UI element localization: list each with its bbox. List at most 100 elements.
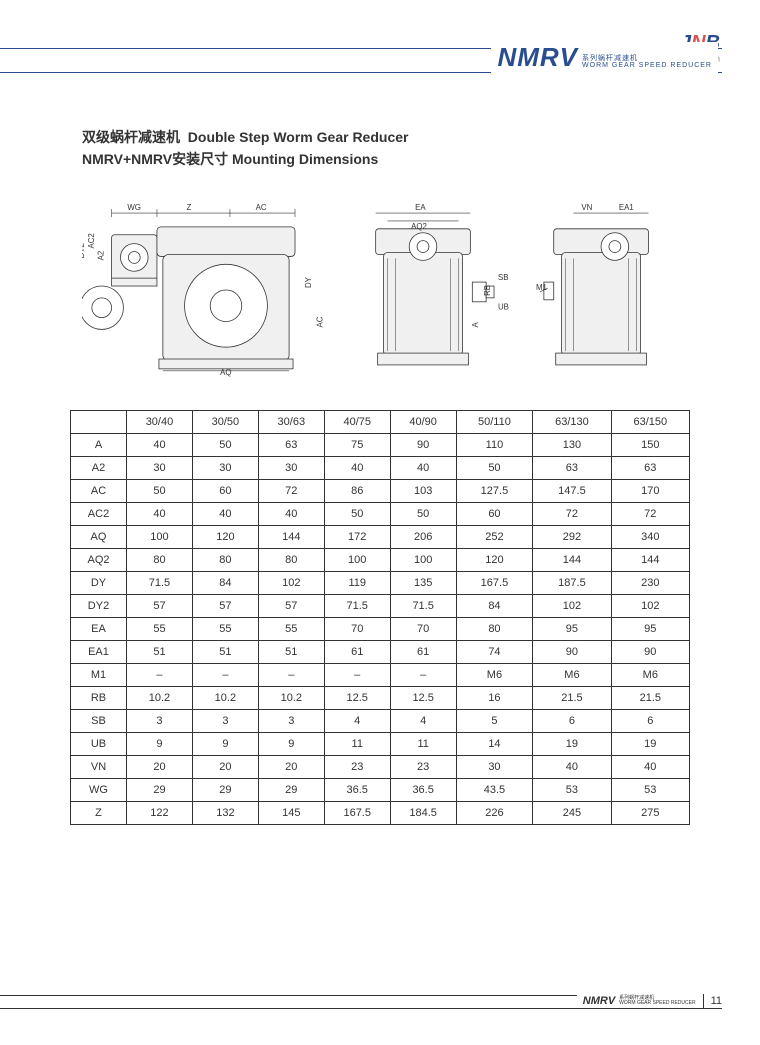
table-cell: 4 [390,710,456,733]
table-row-label: Z [71,802,127,825]
table-cell: 132 [192,802,258,825]
table-cell: – [324,664,390,687]
table-cell: 30 [258,457,324,480]
footer-series: NMRV [583,995,615,1007]
dim-rb: RB [483,285,492,296]
table-cell: – [390,664,456,687]
table-header-cell: 50/110 [456,411,533,434]
table-row-label: DY [71,572,127,595]
table-cell: 102 [611,595,689,618]
table-cell: 30 [127,457,193,480]
table-cell: 110 [456,434,533,457]
table-cell: 9 [127,733,193,756]
table-header-cell [71,411,127,434]
table-cell: 30 [456,756,533,779]
dim-dy2: DY2 [82,243,86,258]
table-header-cell: 40/75 [324,411,390,434]
table-cell: 50 [192,434,258,457]
table-cell: 14 [456,733,533,756]
table-cell: 57 [258,595,324,618]
table-row: A4050637590110130150 [71,434,690,457]
table-row: UB9991111141919 [71,733,690,756]
table-row: DY71.584102119135167.5187.5230 [71,572,690,595]
table-cell: 36.5 [324,779,390,802]
table-row-label: A [71,434,127,457]
table-cell: 70 [390,618,456,641]
table-cell: 10.2 [127,687,193,710]
table-cell: 21.5 [533,687,611,710]
table-cell: 63 [258,434,324,457]
table-cell: 95 [533,618,611,641]
table-cell: 19 [533,733,611,756]
table-cell: 63 [533,457,611,480]
dim-sb: SB [498,273,509,282]
table-cell: 20 [127,756,193,779]
title-line1-cn: 双级蜗杆减速机 [82,129,180,145]
table-row-label: AC [71,480,127,503]
dim-aq: AQ [220,368,231,377]
table-cell: 40 [611,756,689,779]
table-cell: 147.5 [533,480,611,503]
table-cell: 102 [258,572,324,595]
table-cell: 11 [324,733,390,756]
table-header-cell: 40/90 [390,411,456,434]
table-cell: 10.2 [192,687,258,710]
table-cell: M6 [611,664,689,687]
dim-a: A [472,321,481,327]
table-cell: 23 [324,756,390,779]
table-cell: 51 [192,641,258,664]
table-cell: 72 [258,480,324,503]
dimensions-table-wrap: 30/4030/5030/6340/7540/9050/11063/13063/… [70,410,690,825]
table-cell: 29 [127,779,193,802]
table-cell: 226 [456,802,533,825]
table-cell: 11 [390,733,456,756]
title-line2-en: Mounting Dimensions [232,151,378,167]
table-cell: 70 [324,618,390,641]
table-cell: 12.5 [390,687,456,710]
table-row-label: RB [71,687,127,710]
table-cell: – [127,664,193,687]
dim-z: Z [187,203,192,212]
table-cell: 55 [192,618,258,641]
table-cell: 61 [390,641,456,664]
footer-sub-en: WORM GEAR SPEED REDUCER [619,1001,695,1006]
table-cell: 80 [192,549,258,572]
table-cell: 40 [324,457,390,480]
table-cell: 61 [324,641,390,664]
table-cell: 10.2 [258,687,324,710]
table-cell: 292 [533,526,611,549]
table-cell: 23 [390,756,456,779]
table-cell: 50 [324,503,390,526]
table-cell: 9 [258,733,324,756]
table-cell: 167.5 [324,802,390,825]
table-cell: 80 [258,549,324,572]
table-cell: 252 [456,526,533,549]
header-sub-cn: 系列蜗杆减速机 [582,55,712,63]
table-cell: 40 [127,434,193,457]
table-cell: 55 [258,618,324,641]
table-cell: – [192,664,258,687]
table-cell: 90 [533,641,611,664]
table-cell: 16 [456,687,533,710]
title-line2-cn: NMRV+NMRV安装尺寸 [82,151,228,167]
table-cell: 50 [127,480,193,503]
dim-dy: DY [304,276,313,288]
table-row-label: EA1 [71,641,127,664]
header-series: NMRV [497,42,578,73]
table-cell: 36.5 [390,779,456,802]
table-cell: 120 [456,549,533,572]
table-cell: 172 [324,526,390,549]
table-row: EA5555557070809595 [71,618,690,641]
table-cell: 120 [192,526,258,549]
page-footer: NMRV 系列蜗杆减速机 WORM GEAR SPEED REDUCER 11 [0,995,722,1009]
table-cell: 102 [533,595,611,618]
table-cell: 135 [390,572,456,595]
table-row-label: AC2 [71,503,127,526]
table-cell: 40 [390,457,456,480]
table-cell: 19 [611,733,689,756]
table-cell: 275 [611,802,689,825]
table-cell: 20 [192,756,258,779]
table-cell: 9 [192,733,258,756]
table-row-label: A2 [71,457,127,480]
dim-aq2: AQ2 [412,222,428,231]
